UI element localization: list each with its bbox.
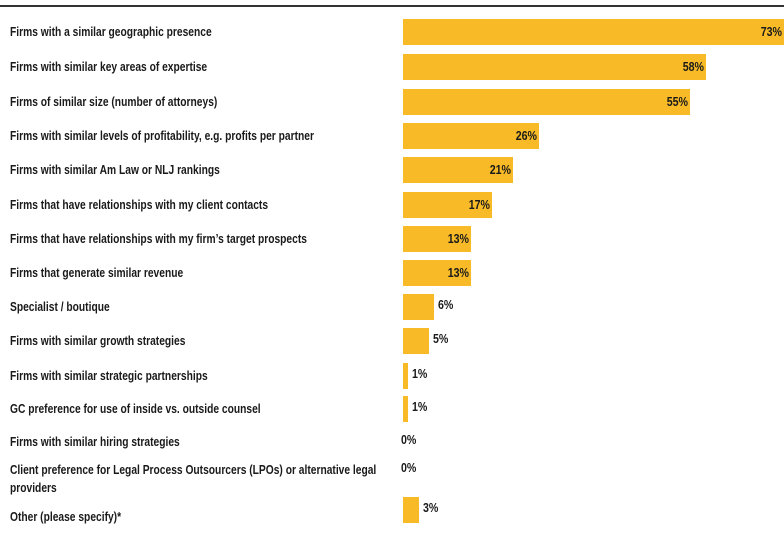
- bar: [403, 396, 409, 422]
- bar: [403, 294, 435, 320]
- category-label: Client preference for Legal Process Outs…: [10, 463, 377, 495]
- bar: [403, 19, 784, 45]
- category-label: Firms with similar strategic partnership…: [10, 369, 208, 383]
- bar: [403, 497, 419, 523]
- category-label: Firms with similar hiring strategies: [10, 435, 180, 449]
- value-label: 58%: [682, 60, 704, 74]
- bar: [403, 260, 471, 286]
- bar: [403, 192, 492, 218]
- category-label: Specialist / boutique: [10, 300, 110, 314]
- bar: [403, 157, 513, 183]
- value-label: 0%: [401, 461, 417, 475]
- value-label: 1%: [412, 367, 428, 381]
- value-label: 0%: [401, 433, 417, 447]
- bar: [403, 363, 409, 389]
- category-label: GC preference for use of inside vs. outs…: [10, 402, 261, 416]
- category-label: Firms with similar key areas of expertis…: [10, 60, 208, 74]
- bar: [403, 226, 471, 252]
- value-label: 55%: [666, 95, 689, 109]
- category-label: Other (please specify)*: [10, 510, 122, 524]
- category-label: Firms of similar size (number of attorne…: [10, 95, 218, 109]
- bar: [403, 89, 691, 115]
- value-label: 73%: [760, 25, 782, 39]
- value-label: 13%: [447, 266, 469, 280]
- category-label: Firms that have relationships with my cl…: [10, 198, 269, 212]
- value-label: 17%: [468, 198, 490, 212]
- category-label: Firms with similar Am Law or NLJ ranking…: [10, 163, 220, 177]
- category-label: Firms with a similar geographic presence: [10, 25, 212, 39]
- value-label: 5%: [433, 332, 449, 346]
- bar: [403, 328, 430, 354]
- value-label: 3%: [422, 501, 439, 515]
- value-label: 13%: [447, 232, 469, 246]
- value-label: 26%: [515, 129, 537, 143]
- category-label: Firms that have relationships with my fi…: [10, 232, 307, 246]
- category-label: Firms with similar levels of profitabili…: [10, 129, 314, 143]
- top-rule: [0, 5, 784, 7]
- value-label: 1%: [412, 400, 428, 414]
- category-label: Firms that generate similar revenue: [10, 266, 184, 280]
- bar: [403, 123, 539, 149]
- value-label: 21%: [489, 163, 511, 177]
- category-label: Firms with similar growth strategies: [10, 334, 186, 348]
- value-label: 6%: [438, 298, 454, 312]
- bar: [403, 54, 706, 80]
